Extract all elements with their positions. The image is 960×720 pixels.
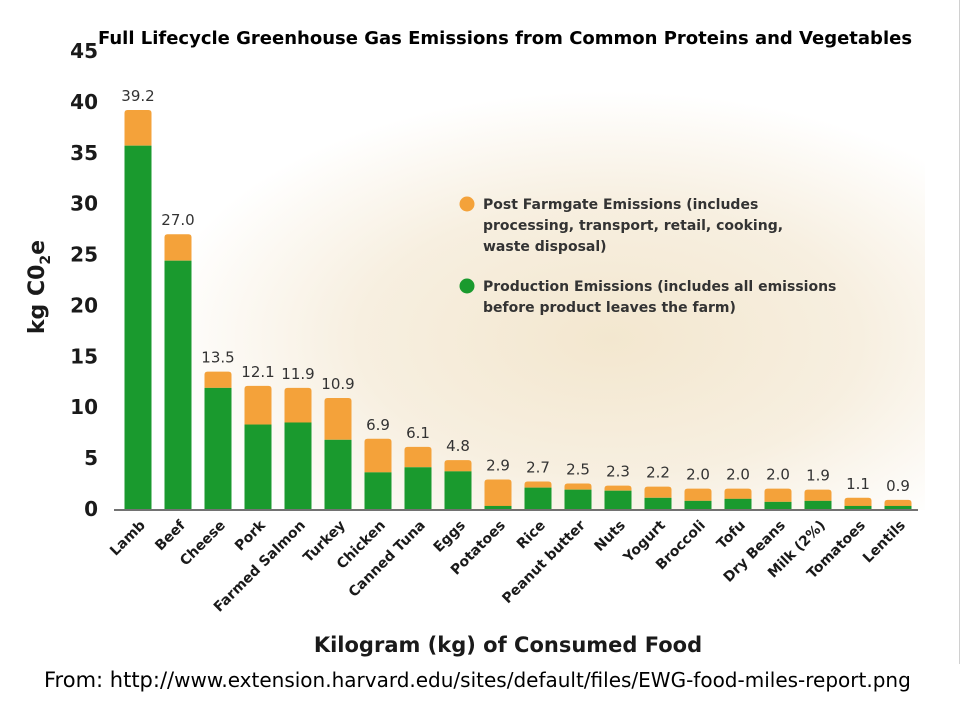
bar-production <box>164 260 192 509</box>
bar-production <box>604 490 632 509</box>
source-url: www.extension.harvard.edu/sites/default/… <box>174 668 911 692</box>
y-tick-label: 45 <box>70 39 98 63</box>
y-tick-label: 0 <box>84 497 98 521</box>
bar-post-farmgate <box>564 483 592 490</box>
legend-label: Production Emissions (includes all emiss… <box>483 279 836 295</box>
legend-label: processing, transport, retail, cooking, <box>483 218 783 234</box>
bar-post-farmgate <box>484 479 512 506</box>
legend-label: waste disposal) <box>483 239 607 255</box>
plot-background <box>95 60 925 510</box>
bar-post-farmgate <box>724 488 752 499</box>
x-axis-title: Kilogram (kg) of Consumed Food <box>314 633 702 657</box>
bar-post-farmgate <box>604 485 632 491</box>
y-tick-label: 40 <box>70 90 98 114</box>
bar-post-farmgate <box>844 497 872 506</box>
bar-total-label: 2.2 <box>646 464 670 482</box>
bar-total-label: 1.1 <box>846 475 870 493</box>
chart-canvas: 0 5 10 15 20 25 30 35 40 45 39.2 27.0 13.5 12.1 11.9 1… <box>25 39 925 657</box>
bar-total-label: 2.3 <box>606 463 630 481</box>
bar-total-label: 2.9 <box>486 456 510 474</box>
x-tick-label: Nuts <box>592 518 629 555</box>
bar-total-label: 2.5 <box>566 461 590 479</box>
bar-total-label: 2.0 <box>726 466 750 484</box>
x-tick-label: Pork <box>232 517 269 554</box>
bar-production <box>404 467 432 509</box>
legend: Post Farmgate Emissions (includes process… <box>459 196 836 316</box>
bar-post-farmgate <box>684 488 712 501</box>
y-tick-label: 30 <box>70 192 98 216</box>
x-tick-label: Lentils <box>860 518 909 567</box>
bar-post-farmgate <box>644 486 672 498</box>
bar-post-farmgate <box>364 438 392 473</box>
source-attribution: From: http://www.extension.harvard.edu/s… <box>44 668 944 692</box>
bar-total-label: 0.9 <box>886 477 910 495</box>
source-prefix: From: http:// <box>44 668 175 692</box>
y-tick-label: 35 <box>70 141 98 165</box>
legend-swatch <box>459 196 475 212</box>
bar-post-farmgate <box>124 110 152 146</box>
y-axis-title: kg C02e <box>25 240 54 334</box>
bar-production <box>524 487 552 509</box>
chart-title: Full Lifecycle Greenhouse Gas Emissions … <box>97 28 913 49</box>
legend-label: Post Farmgate Emissions (includes <box>483 197 758 213</box>
bar-total-label: 4.8 <box>446 437 470 455</box>
bar-production <box>884 505 912 509</box>
axis-titles: Kilogram (kg) of Consumed Food kg C02e <box>25 240 702 657</box>
bar-production <box>804 500 832 509</box>
x-tick-label: Tofu <box>714 518 749 553</box>
bar-total-label: 1.9 <box>806 467 830 485</box>
bar-production <box>204 387 232 509</box>
bar-production <box>284 422 312 509</box>
bar-production <box>764 501 792 509</box>
bar-production <box>564 489 592 509</box>
legend-swatch <box>459 278 475 294</box>
y-tick-label: 10 <box>70 395 98 419</box>
bar-production <box>644 497 672 509</box>
bar-total-label: 2.0 <box>766 466 790 484</box>
bar-production <box>324 439 352 509</box>
bar-total-label: 27.0 <box>161 211 194 229</box>
bar-total-label: 2.7 <box>526 459 550 477</box>
y-tick-label: 20 <box>70 293 98 317</box>
bar-post-farmgate <box>244 385 272 425</box>
bar-total-label: 13.5 <box>201 349 234 367</box>
bar-production <box>484 505 512 509</box>
y-tick-label: 15 <box>70 344 98 368</box>
bar-production <box>124 145 152 510</box>
bar-total-label: 10.9 <box>321 375 354 393</box>
bar-post-farmgate <box>324 398 352 440</box>
bar-production <box>364 472 392 509</box>
bar-total-label: 6.1 <box>406 424 430 442</box>
y-tick-label: 25 <box>70 243 98 267</box>
bars: 39.2 27.0 13.5 12.1 11.9 10.9 6.9 6.1 4.8 2.9 2.7 2… <box>121 87 912 510</box>
bar-total-label: 12.1 <box>241 363 274 381</box>
y-tick-label: 5 <box>84 446 98 470</box>
bar-total-label: 11.9 <box>281 365 314 383</box>
bar-production <box>844 505 872 509</box>
bar-post-farmgate <box>444 460 472 472</box>
x-tick-label: Lamb <box>107 518 149 560</box>
bar-production <box>244 424 272 509</box>
bar-post-farmgate <box>164 234 192 261</box>
bar-post-farmgate <box>204 371 232 388</box>
y-axis: 0 5 10 15 20 25 30 35 40 45 <box>70 39 98 521</box>
x-tick-label: Rice <box>514 518 549 553</box>
bar-post-farmgate <box>764 488 792 502</box>
x-tick-label: Eggs <box>431 518 469 556</box>
x-tick-label: Beef <box>152 517 189 554</box>
bar-production <box>724 498 752 509</box>
bar-post-farmgate <box>804 489 832 501</box>
bar-total-label: 6.9 <box>366 416 390 434</box>
legend-label: before product leaves the farm) <box>483 300 736 316</box>
bar-total-label: 2.0 <box>686 466 710 484</box>
bar-post-farmgate <box>404 446 432 468</box>
bar-post-farmgate <box>884 499 912 506</box>
bar-total-label: 39.2 <box>121 87 154 105</box>
bar-post-farmgate <box>524 481 552 488</box>
bar-production <box>684 500 712 509</box>
chart-panel: 0 5 10 15 20 25 30 35 40 45 39.2 27.0 13.5 12.1 11.9 1… <box>25 0 960 664</box>
bar-production <box>444 471 472 509</box>
bar-post-farmgate <box>284 387 312 423</box>
